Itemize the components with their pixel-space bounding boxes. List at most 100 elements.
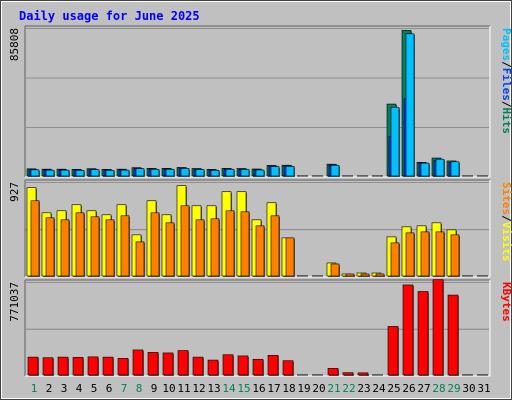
panel-kbytes: 771037 KBytes: [8, 279, 512, 377]
legend-word: Hits: [500, 108, 512, 135]
x-tick-label: 10: [162, 382, 175, 395]
bar-kbytes: [417, 291, 429, 376]
x-tick-label: 26: [402, 382, 415, 395]
bar-sites: [225, 210, 235, 277]
x-tick-label: 24: [372, 382, 386, 395]
y-max-label: 771037: [8, 282, 21, 322]
bar-kbytes: [447, 294, 459, 376]
bar-sites: [330, 263, 340, 277]
bar-pages: [45, 169, 55, 177]
bar-kbytes: [72, 357, 84, 376]
bar-kbytes: [357, 372, 369, 376]
x-tick-label: 29: [447, 382, 460, 395]
bar-pages: [405, 33, 415, 177]
plot-area: [25, 26, 490, 177]
y-max-label: 85808: [8, 28, 21, 61]
bar-pages: [180, 168, 190, 177]
bar-kbytes: [87, 356, 99, 376]
legend-pages-files-hits: Pages/Files/Hits: [500, 28, 512, 134]
bar-kbytes: [162, 352, 174, 376]
x-tick-label: 18: [282, 382, 295, 395]
x-tick-label: 20: [312, 382, 325, 395]
bar-pages: [420, 162, 430, 177]
bar-sites: [285, 237, 295, 277]
bar-kbytes: [432, 279, 444, 376]
bar-sites: [240, 211, 250, 277]
x-tick-label: 14: [222, 382, 236, 395]
panel-pages-files-hits: 85808 Pages/Files/Hits: [8, 25, 512, 178]
bar-pages: [330, 165, 340, 177]
bar-sites: [255, 225, 265, 277]
x-axis-labels: 1 2 3 4 5 6 7 8 9 10 11 12 13 14 15 16 17 18 19 20 21 22 23 24 2…: [31, 382, 491, 395]
bar-sites: [435, 231, 445, 277]
bar-kbytes: [207, 359, 219, 376]
bar-pages: [120, 169, 130, 177]
bar-sites: [390, 242, 400, 277]
bar-pages: [105, 170, 115, 177]
bar-pages: [435, 158, 445, 177]
x-tick-label: 27: [417, 382, 430, 395]
y-max-label: 927: [8, 182, 21, 202]
bar-kbytes: [147, 352, 159, 376]
x-tick-label: 12: [192, 382, 205, 395]
bar-pages: [390, 107, 400, 177]
x-tick-label: 23: [357, 382, 370, 395]
chart-title: Daily usage for June 2025: [19, 9, 200, 23]
bar-pages: [270, 166, 280, 177]
legend-word: /: [500, 101, 512, 108]
x-tick-label: 13: [207, 382, 220, 395]
bar-sites: [90, 216, 100, 277]
bar-kbytes: [177, 350, 189, 376]
bar-kbytes: [282, 360, 294, 376]
bar-sites: [180, 205, 190, 277]
legend-word: /: [500, 215, 512, 222]
bar-kbytes: [402, 284, 414, 376]
bar-kbytes: [327, 368, 339, 376]
bar-sites: [120, 215, 130, 277]
bar-kbytes: [252, 358, 264, 376]
bar-pages: [135, 168, 145, 177]
x-tick-label: 15: [237, 382, 250, 395]
bar-sites: [150, 212, 160, 277]
bar-sites: [405, 232, 415, 277]
bar-sites: [345, 273, 355, 277]
bar-pages: [240, 169, 250, 177]
bar-sites: [75, 212, 85, 277]
panel-visits-sites: 927 Sites/Visits: [8, 179, 512, 278]
bar-pages: [60, 169, 70, 177]
x-tick-label: 28: [432, 382, 445, 395]
x-tick-label: 2: [46, 382, 53, 395]
bar-sites: [135, 241, 145, 277]
x-tick-label: 16: [252, 382, 265, 395]
x-tick-label: 7: [121, 382, 128, 395]
x-tick-label: 30: [462, 382, 475, 395]
legend-kbytes: KBytes: [500, 282, 512, 322]
bar-pages: [30, 169, 40, 177]
x-tick-label: 4: [76, 382, 83, 395]
bar-pages: [165, 169, 175, 177]
bar-sites: [60, 219, 70, 277]
bar-pages: [255, 169, 265, 177]
legend-word: KBytes: [500, 282, 512, 322]
bar-sites: [375, 273, 385, 277]
x-tick-label: 9: [151, 382, 158, 395]
bar-kbytes: [237, 355, 249, 376]
bar-pages: [210, 170, 220, 177]
bar-sites: [360, 273, 370, 277]
bar-pages: [285, 166, 295, 177]
bar-pages: [150, 169, 160, 177]
bar-sites: [420, 231, 430, 277]
bar-sites: [45, 217, 55, 277]
x-tick-label: 19: [297, 382, 310, 395]
x-tick-label: 22: [342, 382, 355, 395]
bar-pages: [450, 161, 460, 177]
legend-word: Sites: [500, 182, 512, 215]
bar-pages: [195, 169, 205, 177]
x-tick-label: 17: [267, 382, 280, 395]
bar-pages: [75, 170, 85, 177]
bar-kbytes: [267, 355, 279, 376]
x-tick-label: 31: [477, 382, 490, 395]
bar-sites: [195, 219, 205, 277]
bar-pages: [90, 169, 100, 177]
